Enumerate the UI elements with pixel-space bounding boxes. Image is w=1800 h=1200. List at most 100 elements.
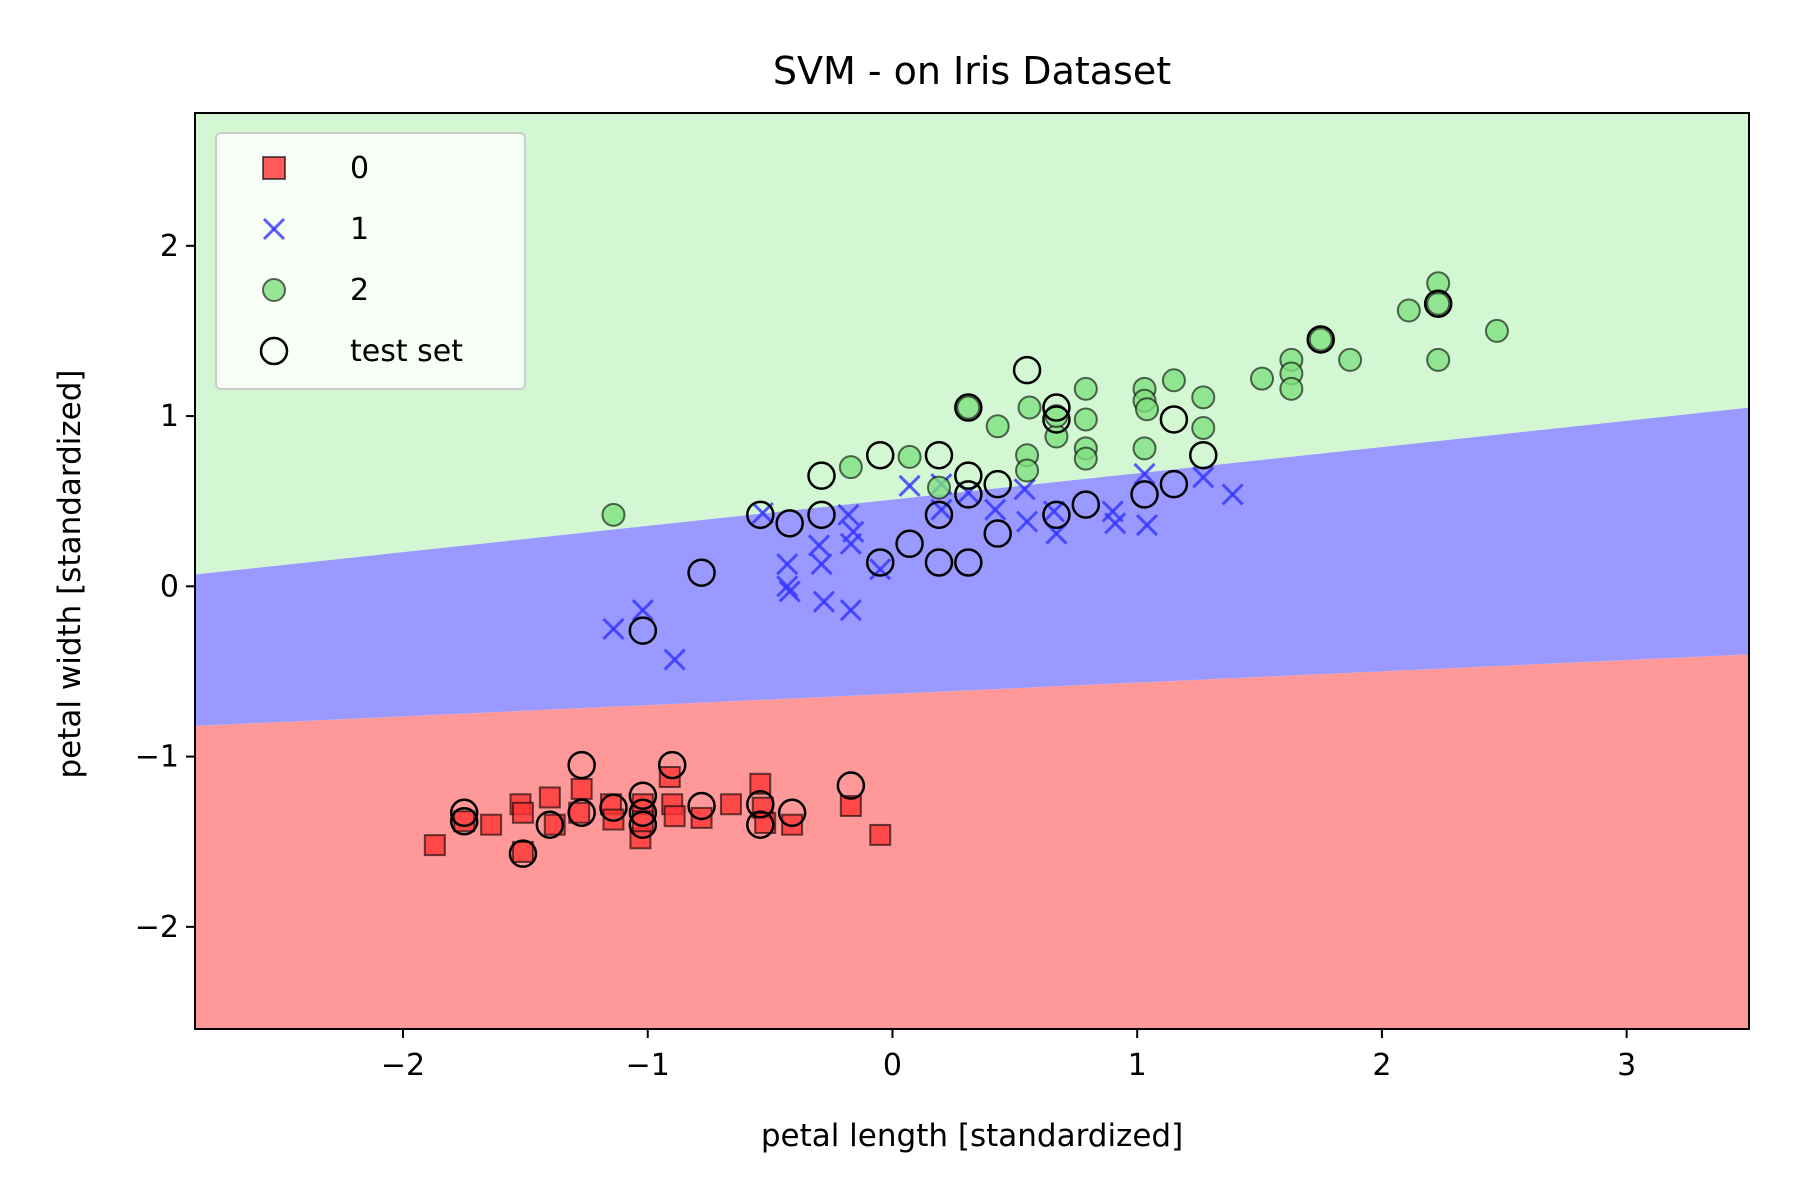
x-stroke (1104, 512, 1127, 535)
data-point-circle (1132, 436, 1157, 461)
x-stroke (842, 520, 865, 543)
x-stroke (1101, 500, 1124, 523)
y-tick-label: −1 (135, 740, 179, 775)
x-stroke (807, 534, 831, 557)
decision-regions (195, 113, 1749, 1029)
data-point-square (538, 786, 561, 809)
x-stroke (1221, 483, 1244, 506)
data-point-circle (897, 444, 922, 469)
legend-box (215, 132, 526, 390)
data-point-x (837, 503, 860, 526)
data-point-circle (838, 455, 863, 480)
data-point-circle (926, 475, 951, 500)
test-point-circle (954, 393, 983, 422)
test-point-circle (807, 461, 836, 490)
test-point-circle (983, 519, 1012, 548)
data-point-circle (956, 395, 981, 420)
test-point-circle (1306, 325, 1335, 354)
x-tick-label: 2 (1372, 1048, 1391, 1083)
x-stroke (1013, 478, 1036, 501)
test-point-circle (687, 791, 716, 821)
x-tick-label: 0 (883, 1048, 902, 1083)
x-stroke (984, 498, 1007, 521)
test-point-circle (508, 839, 538, 868)
x-stroke (1192, 466, 1215, 489)
data-point-circle (1426, 347, 1451, 372)
legend-label: test set (350, 334, 463, 369)
series-0 (423, 766, 892, 863)
data-point-x (776, 575, 799, 598)
test-point-circle (1042, 405, 1071, 434)
test-point-circle (895, 529, 924, 559)
x-stroke (810, 553, 833, 576)
y-tick-label: 2 (160, 229, 179, 264)
x-tick-label: 3 (1617, 1048, 1636, 1083)
test-point-circle (924, 548, 954, 577)
y-tick-label: −2 (135, 910, 179, 945)
data-point-x (869, 558, 892, 581)
test-point-circle (1042, 500, 1071, 530)
data-point-square (570, 777, 593, 800)
legend-label: 0 (350, 151, 369, 186)
test-point-circle (567, 798, 596, 828)
data-point-circle (1279, 376, 1304, 401)
data-point-square (749, 772, 772, 795)
x-stroke (602, 617, 625, 640)
test-point-circle (807, 500, 836, 530)
x-stroke (778, 580, 801, 603)
test-point-circle (1130, 480, 1159, 509)
x-stroke (837, 503, 860, 526)
test-point-circle (1159, 405, 1189, 434)
data-point-x (807, 534, 831, 557)
x-axis-label: petal length [standardized] (761, 1118, 1183, 1154)
x-stroke (1042, 500, 1066, 523)
legend-label: 1 (350, 212, 369, 247)
data-point-circle (1191, 415, 1216, 440)
data-point-circle (1161, 368, 1186, 393)
x-stroke (930, 498, 953, 521)
data-point-square (869, 823, 892, 846)
x-stroke (663, 648, 686, 671)
data-point-x (984, 498, 1007, 521)
test-point-circle (687, 558, 716, 587)
legend-marker-square (262, 156, 286, 180)
data-point-circle (1073, 376, 1098, 401)
plot-frame (194, 112, 1750, 1030)
test-point-circle (535, 810, 565, 839)
test-point-circle (628, 810, 658, 839)
data-point-x (812, 590, 836, 613)
test-point-circle (628, 781, 658, 810)
x-stroke (898, 474, 921, 497)
data-point-square (453, 810, 476, 833)
x-stroke (839, 599, 862, 622)
data-point-circle (1015, 458, 1040, 483)
test-point-circle (836, 771, 866, 800)
test-point-circle (1189, 440, 1218, 470)
series-2 (601, 271, 1509, 527)
test-point-circle (924, 440, 954, 470)
x-stroke (631, 599, 654, 622)
region-class-0 (195, 654, 1749, 1029)
data-points (423, 271, 1509, 868)
x-stroke (1133, 462, 1156, 486)
data-point-x (810, 553, 833, 576)
data-point-x (1016, 510, 1039, 533)
x-stroke (776, 553, 799, 576)
data-point-square (543, 813, 566, 836)
data-point-x (602, 617, 625, 640)
data-point-x (842, 520, 865, 543)
series-1 (602, 462, 1244, 671)
data-point-square (480, 813, 503, 836)
data-point-square (423, 834, 446, 857)
x-stroke (262, 217, 286, 241)
test-point-circle (1159, 469, 1189, 499)
data-point-circle (1484, 318, 1509, 343)
test-point-circle (954, 480, 983, 509)
test-point-circle (954, 548, 983, 577)
data-point-circle (1338, 347, 1363, 372)
chart-title: SVM - on Iris Dataset (773, 49, 1171, 93)
data-point-circle (1017, 395, 1042, 420)
data-point-square (663, 805, 686, 828)
series-test-set (449, 289, 1453, 868)
